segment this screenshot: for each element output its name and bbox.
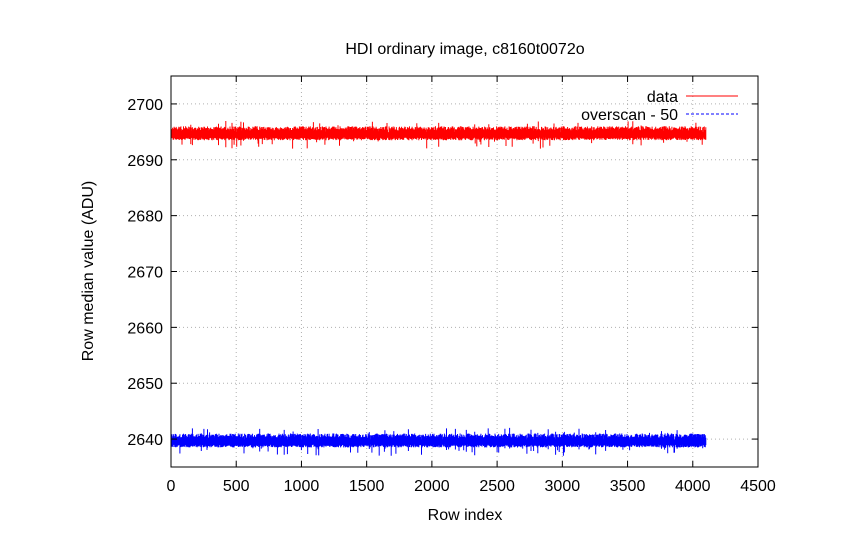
y-axis-label: Row median value (ADU) [80,181,97,362]
x-tick-label: 4000 [675,478,711,495]
x-tick-label: 2500 [479,478,515,495]
y-tick-label: 2650 [127,376,163,393]
x-tick-label: 3000 [545,478,581,495]
x-tick-label: 0 [167,478,176,495]
chart-title: HDI ordinary image, c8160t0072o [345,41,584,58]
x-tick-label: 4500 [740,478,776,495]
x-tick-label: 1000 [284,478,320,495]
y-tick-label: 2680 [127,209,163,226]
series-core-band [171,132,706,138]
legend-label: overscan - 50 [581,107,678,124]
series-overscan-50 [170,427,707,456]
x-tick-label: 2000 [414,478,450,495]
x-axis-label: Row index [428,507,503,524]
x-tick-label: 500 [223,478,250,495]
y-tick-label: 2690 [127,153,163,170]
x-tick-label: 3500 [610,478,646,495]
y-tick-label: 2700 [127,97,163,114]
series-data [170,121,707,149]
x-tick-label: 1500 [349,478,385,495]
series-layer [170,121,707,456]
y-tick-label: 2660 [127,320,163,337]
y-tick-label: 2640 [127,432,163,449]
axis-ticks: 0 500 1000 1500 2000 2500 3000 3500 4000 4500 2640… [127,76,776,495]
y-tick-label: 2670 [127,265,163,282]
legend-label: data [647,89,678,106]
series-core-band [171,439,706,445]
